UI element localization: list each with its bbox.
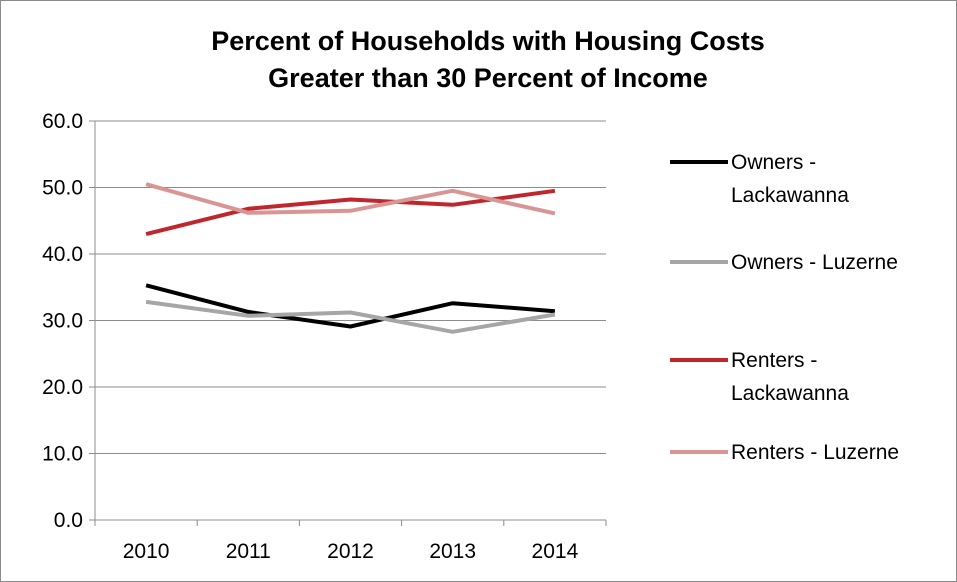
chart-title-line-2: Greater than 30 Percent of Income [268,63,708,93]
y-tick-label: 10.0 [42,443,83,466]
legend-label: Renters - [731,349,817,372]
y-tick-label: 20.0 [42,376,83,399]
y-tick-label: 30.0 [42,310,83,333]
legend-label: Lackawanna [731,184,849,207]
series-line [145,299,556,334]
legend: Owners - Lackawanna Owners - Luzerne Renter… [670,151,899,464]
legend-item: Owners - Lackawanna [670,151,849,207]
legend-item: Renters - Luzerne [670,441,899,464]
x-tick-label: 2014 [532,540,579,563]
legend-label: Owners - [731,151,816,174]
y-tick-label: 40.0 [42,243,83,266]
y-tick-label: 50.0 [42,177,83,200]
x-tick-label: 2012 [327,540,374,563]
chart-title-line-1: Percent of Households with Housing Costs [211,26,765,56]
legend-label: Lackawanna [731,382,849,405]
legend-item: Renters - Lackawanna [670,349,849,405]
series-lines [145,182,556,334]
x-tick-label: 2013 [429,540,476,563]
legend-label: Owners - Luzerne [731,251,898,274]
legend-label: Renters - Luzerne [731,441,899,464]
legend-item: Owners - Luzerne [670,251,898,274]
chart-title: Percent of Households with Housing Costs… [211,26,765,93]
axes [89,120,607,526]
y-axis-tick-labels: 0.0 10.0 20.0 30.0 40.0 50.0 60.0 [42,110,83,532]
x-tick-label: 2010 [123,540,170,563]
y-tick-label: 60.0 [42,110,83,133]
y-tick-label: 0.0 [54,509,83,532]
x-axis-tick-labels: 2010 2011 2012 2013 2014 [123,540,579,563]
x-tick-label: 2011 [226,540,271,563]
series-line [145,283,556,329]
gridlines [95,120,606,454]
series-line [145,182,556,216]
